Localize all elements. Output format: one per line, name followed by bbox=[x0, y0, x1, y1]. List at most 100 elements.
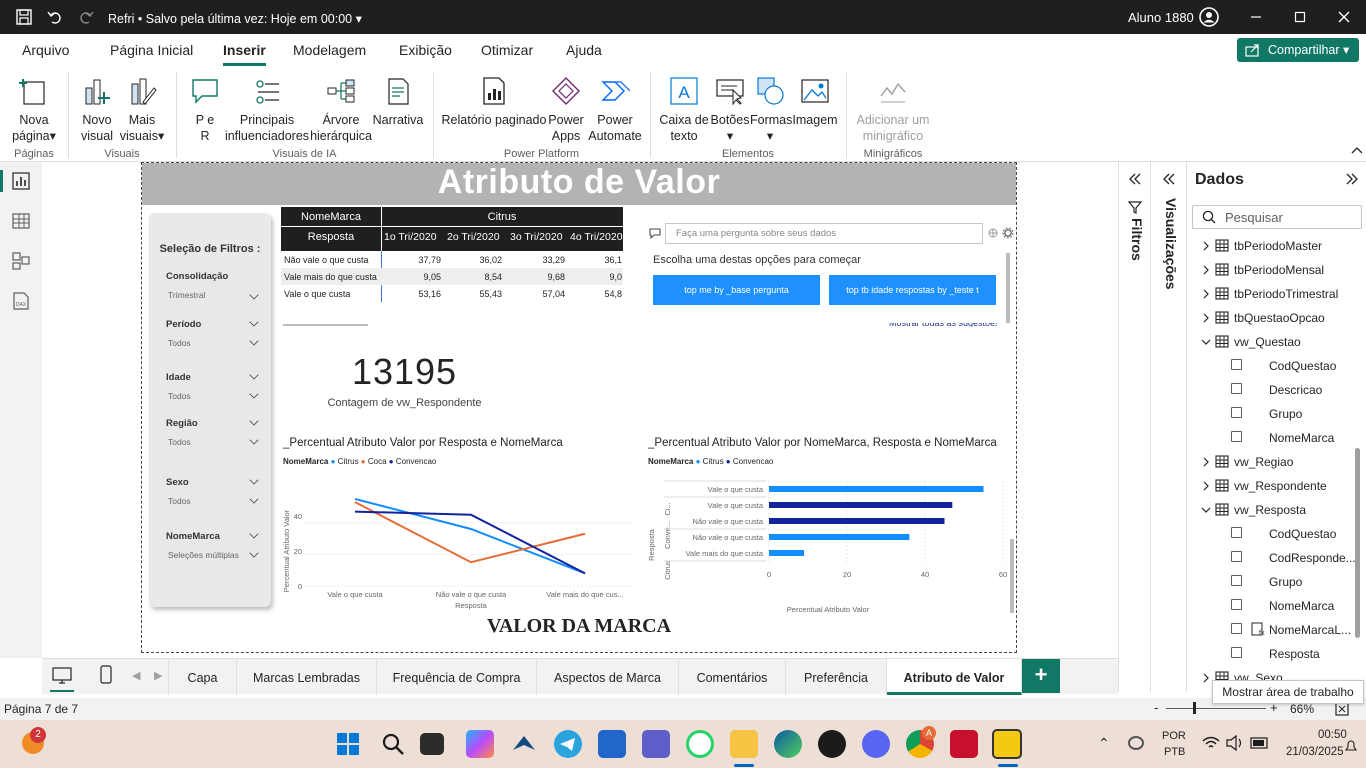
edge-icon[interactable] bbox=[774, 730, 802, 758]
collapse-ribbon-icon[interactable] bbox=[1351, 146, 1363, 154]
zoom-slider-handle[interactable] bbox=[1193, 702, 1196, 714]
save-icon[interactable] bbox=[16, 9, 32, 25]
slicer-regiao[interactable]: Região Todos bbox=[163, 414, 264, 450]
clock-date[interactable]: 21/03/2025 bbox=[1286, 746, 1344, 758]
windows-start-icon[interactable] bbox=[336, 732, 360, 756]
qa-question-input[interactable]: Faça uma pergunta sobre seus dados bbox=[665, 223, 983, 244]
chevron-down-icon[interactable] bbox=[1201, 505, 1211, 515]
clock-time[interactable]: 00:50 bbox=[1318, 729, 1347, 741]
slicer-sexo[interactable]: Sexo Todos bbox=[163, 473, 264, 511]
visualizations-pane-collapsed[interactable]: Visualizações bbox=[1150, 162, 1186, 692]
redo-icon[interactable] bbox=[78, 9, 94, 25]
data-pane-scrollbar[interactable] bbox=[1355, 448, 1360, 638]
series-line-convencao[interactable] bbox=[354, 510, 586, 575]
data-table-item[interactable]: tbPeriodoMaster bbox=[1187, 235, 1355, 257]
narrativa-button[interactable]: Narrativa bbox=[372, 76, 424, 128]
gear-icon[interactable] bbox=[1002, 227, 1014, 239]
user-avatar-icon[interactable] bbox=[1199, 7, 1219, 27]
keyboard-layout[interactable]: PTB bbox=[1164, 746, 1186, 758]
adicionar-minigrafico-button[interactable]: Adicionar um minigráfico bbox=[852, 76, 934, 144]
matrix-scrollbar[interactable] bbox=[283, 324, 368, 326]
share-button[interactable]: Compartilhar ▾ bbox=[1237, 38, 1359, 62]
checkbox[interactable] bbox=[1231, 431, 1242, 442]
chevron-up-icon[interactable]: ⌃ bbox=[1098, 735, 1110, 751]
menu-ajuda[interactable]: Ajuda bbox=[566, 42, 602, 58]
network-alert-icon[interactable] bbox=[1128, 736, 1144, 750]
data-field-item[interactable]: Descricao bbox=[1187, 379, 1355, 401]
slicer-nomemarca[interactable]: NomeMarca Seleções múltiplas bbox=[163, 527, 264, 565]
qa-suggestion-button[interactable]: top me by _base pergunta bbox=[653, 275, 820, 305]
botoes-button[interactable]: Botões ▾ bbox=[710, 76, 750, 144]
wifi-icon[interactable] bbox=[1202, 736, 1220, 750]
bar[interactable] bbox=[769, 502, 953, 508]
copilot-icon[interactable] bbox=[466, 730, 494, 758]
relatorio-paginado-button[interactable]: Relatório paginado bbox=[440, 76, 548, 128]
expand-filters-icon[interactable] bbox=[1128, 173, 1142, 185]
notification-bell-icon[interactable] bbox=[1344, 740, 1358, 752]
data-field-item[interactable]: Grupo bbox=[1187, 403, 1355, 425]
matrix-visual[interactable]: NomeMarca Citrus Resposta 1o Tri/2020 2o… bbox=[281, 207, 623, 332]
data-table-item[interactable]: vw_Respondente bbox=[1187, 475, 1355, 497]
volume-icon[interactable] bbox=[1226, 735, 1244, 751]
checkbox[interactable] bbox=[1231, 407, 1242, 418]
imagem-button[interactable]: Imagem bbox=[790, 76, 840, 128]
qa-tips-icon[interactable] bbox=[987, 227, 999, 239]
line-chart[interactable]: _Percentual Atributo Valor por Resposta … bbox=[283, 435, 635, 617]
data-table-item[interactable]: tbPeriodoTrimestral bbox=[1187, 283, 1355, 305]
mais-visuais-button[interactable]: Mais visuais▾ bbox=[118, 76, 166, 144]
data-table-item[interactable]: vw_Resposta bbox=[1187, 499, 1355, 521]
bar[interactable] bbox=[769, 550, 805, 556]
slicer-consolidacao[interactable]: Consolidação Trimestral bbox=[163, 267, 264, 305]
menu-otimizar[interactable]: Otimizar bbox=[481, 42, 534, 58]
chevron-right-icon[interactable] bbox=[1201, 265, 1211, 275]
nova-pagina-button[interactable]: Nova página▾ bbox=[6, 76, 62, 144]
series-line-citrus[interactable] bbox=[354, 497, 586, 575]
tab-marcas-lembradas[interactable]: Marcas Lembradas bbox=[237, 659, 377, 695]
data-field-item[interactable]: CodResponde... bbox=[1187, 547, 1355, 569]
mobile-layout-icon[interactable] bbox=[100, 665, 112, 685]
chevron-down-icon[interactable] bbox=[1201, 337, 1211, 347]
chevron-right-icon[interactable] bbox=[1201, 289, 1211, 299]
chevron-right-icon[interactable] bbox=[1201, 481, 1211, 491]
data-field-item[interactable]: CodQuestao bbox=[1187, 355, 1355, 377]
data-search-input[interactable]: Pesquisar bbox=[1192, 205, 1362, 229]
close-icon[interactable] bbox=[1338, 11, 1350, 23]
file-explorer-icon[interactable] bbox=[730, 730, 758, 758]
language-indicator[interactable]: POR bbox=[1162, 730, 1186, 742]
zoom-slider[interactable] bbox=[1166, 708, 1266, 709]
bar[interactable] bbox=[769, 534, 910, 540]
series-line-coca[interactable] bbox=[354, 501, 586, 564]
checkbox[interactable] bbox=[1231, 383, 1242, 394]
app-bird-icon[interactable] bbox=[510, 730, 538, 758]
tab-aspectos-marca[interactable]: Aspectos de Marca bbox=[537, 659, 679, 695]
qa-scrollbar[interactable] bbox=[1006, 253, 1010, 323]
checkbox[interactable] bbox=[1231, 623, 1242, 634]
formas-button[interactable]: Formas ▾ bbox=[750, 76, 792, 144]
qa-show-all-link[interactable]: Mostrar todas as sugestões bbox=[889, 323, 997, 327]
battery-icon[interactable] bbox=[1250, 736, 1270, 750]
desktop-layout-icon[interactable] bbox=[52, 667, 72, 685]
checkbox[interactable] bbox=[1231, 359, 1242, 370]
teams-icon[interactable] bbox=[642, 730, 670, 758]
search-taskbar-icon[interactable] bbox=[381, 732, 405, 756]
tab-atributo-valor[interactable]: Atributo de Valor bbox=[887, 659, 1022, 695]
discord-icon[interactable] bbox=[862, 730, 890, 758]
collapse-data-pane-icon[interactable] bbox=[1345, 173, 1359, 185]
data-table-item[interactable]: tbQuestaoOpcao bbox=[1187, 307, 1355, 329]
task-view-icon[interactable] bbox=[420, 733, 444, 755]
bar-chart[interactable]: _Percentual Atributo Valor por NomeMarca… bbox=[648, 435, 1016, 617]
menu-exibicao[interactable]: Exibição bbox=[399, 42, 452, 58]
filters-pane-collapsed[interactable]: Filtros bbox=[1118, 162, 1150, 692]
tab-comentarios[interactable]: Comentários bbox=[679, 659, 786, 695]
chevron-right-icon[interactable] bbox=[1201, 241, 1211, 251]
undo-icon[interactable] bbox=[47, 9, 63, 25]
data-field-item[interactable]: Grupo bbox=[1187, 571, 1355, 593]
data-field-item[interactable]: fx NomeMarcaL... bbox=[1187, 619, 1355, 641]
bar[interactable] bbox=[769, 518, 945, 524]
slicer-periodo[interactable]: Período Todos bbox=[163, 315, 264, 351]
data-table-item[interactable]: vw_Questao bbox=[1187, 331, 1355, 353]
whatsapp-icon[interactable] bbox=[686, 730, 714, 758]
maximize-icon[interactable] bbox=[1294, 11, 1306, 23]
data-table-item[interactable]: tbPeriodoMensal bbox=[1187, 259, 1355, 281]
